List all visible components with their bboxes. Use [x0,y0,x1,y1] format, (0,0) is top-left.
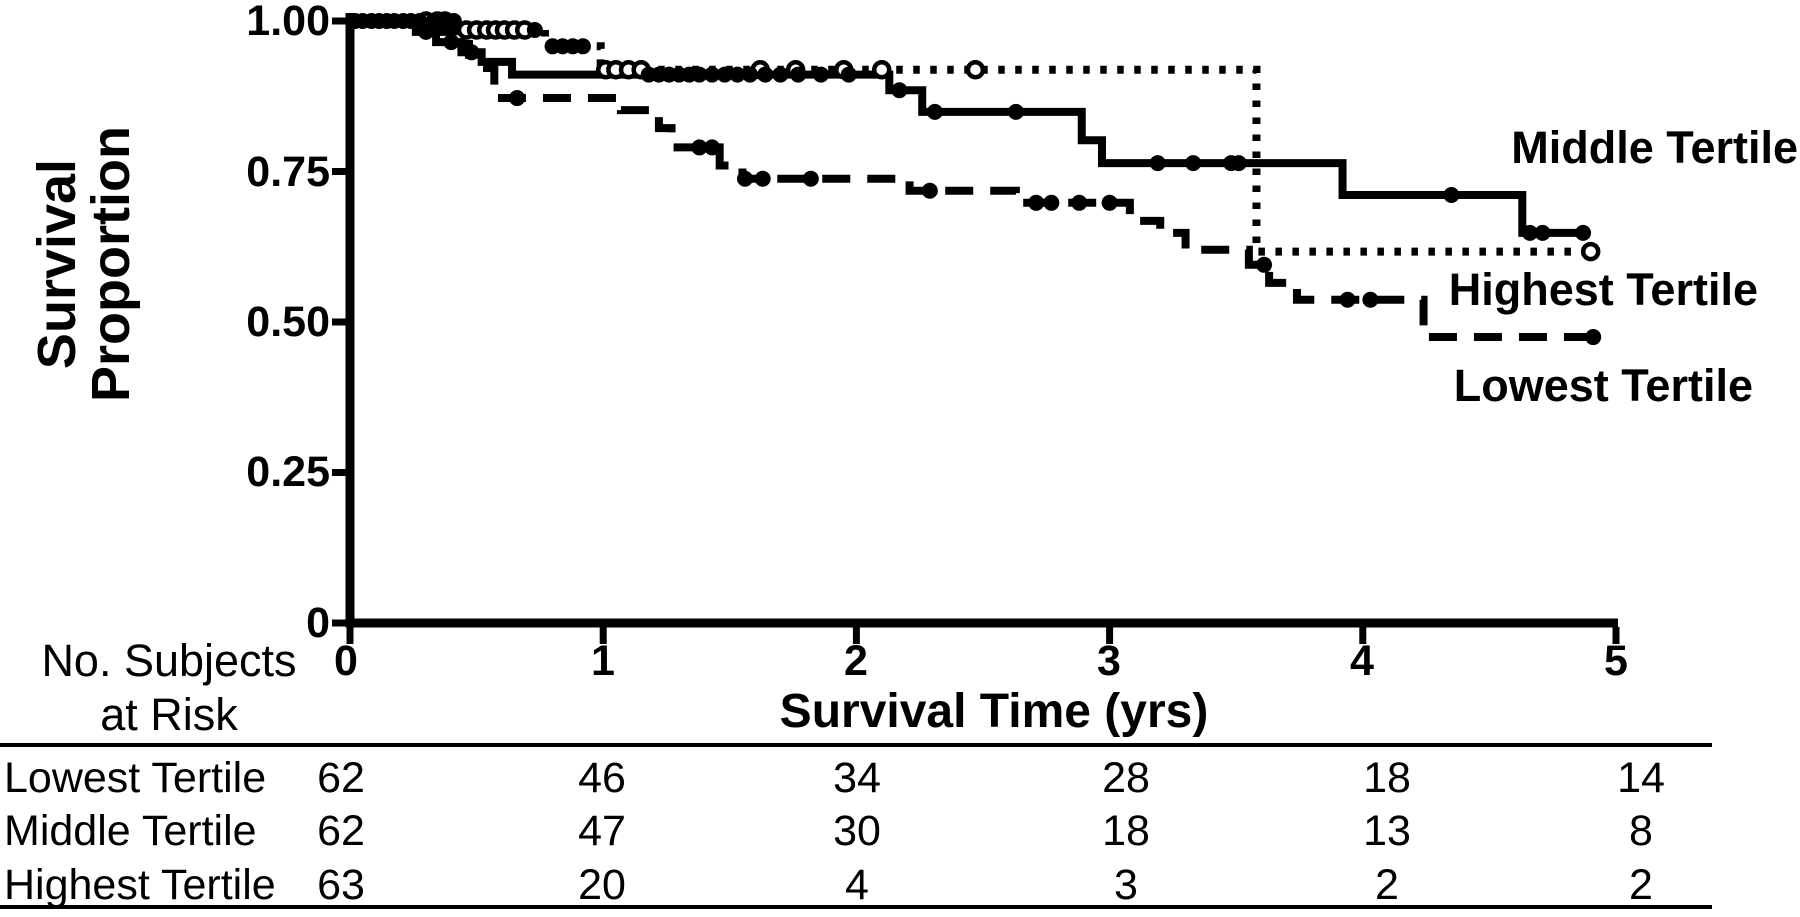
censor-mark-filled [729,66,746,83]
censor-mark-filled [812,66,829,83]
y-tick-label-1.00: 1.00 [246,0,330,45]
risk-row-label-highest: Highest Tertile [4,861,276,909]
risk-table-top-rule [0,743,1712,747]
x-tick-label-2: 2 [844,637,868,685]
risk-table-title-line1: No. Subjects [41,635,297,686]
censor-mark-filled [742,66,759,83]
risk-cell: 63 [317,861,365,909]
censor-mark-filled [757,66,774,83]
risk-cell: 18 [1363,754,1411,802]
x-tick-label-0: 0 [334,637,358,685]
risk-cell: 30 [833,807,881,855]
curve-middle-tertile [350,17,1584,237]
censor-mark-filled [1339,291,1356,308]
censor-mark-filled [1185,155,1202,172]
risk-cell: 3 [1114,861,1138,909]
risk-row-label-lowest: Lowest Tertile [4,754,267,802]
curve-label-lowest-tertile: Lowest Tertile [1453,360,1753,411]
censor-mark-filled [1534,224,1551,241]
censor-mark-filled [1443,186,1460,203]
censor-mark-filled [1585,329,1602,346]
censor-mark-filled [691,66,708,83]
curve-highest-tertile [350,17,1591,256]
y-tick-label-0.25: 0.25 [246,448,330,496]
risk-cell: 46 [578,754,626,802]
risk-cell: 18 [1102,807,1150,855]
censor-mark-filled [790,66,807,83]
censor-mark-filled [716,66,733,83]
censor-mark-filled [463,44,480,61]
curve-label-highest-tertile: Highest Tertile [1448,264,1758,315]
x-tick-label-4: 4 [1350,637,1374,685]
censor-mark-filled [443,34,460,51]
censor-mark-filled [1028,194,1045,211]
risk-row-label-middle: Middle Tertile [4,807,257,855]
censor-mark-filled [754,170,771,187]
censor-mark-filled [1149,155,1166,172]
x-tick-label-5: 5 [1604,637,1628,685]
censor-mark-filled [772,66,789,83]
censor-mark-filled [704,139,721,156]
risk-cell: 4 [845,861,869,909]
censor-mark-filled [1230,155,1247,172]
curve-label-middle-tertile: Middle Tertile [1511,122,1798,173]
censor-mark-filled [445,13,462,29]
risk-cell: 2 [1629,861,1653,909]
censor-mark-filled [1362,291,1379,308]
risk-cell: 20 [578,861,626,909]
risk-cell: 62 [317,807,365,855]
y-tick-label-0.75: 0.75 [246,148,330,196]
risk-table-bottom-rule [0,905,1712,909]
x-tick-label-1: 1 [591,637,615,685]
censor-mark-filled [509,90,526,107]
censor-mark-filled [704,66,721,83]
y-tick-label-0.50: 0.50 [246,298,330,346]
censor-mark-filled [802,170,819,187]
censor-mark-filled [1007,103,1024,120]
risk-cell: 47 [578,807,626,855]
censor-mark-filled [921,182,938,199]
censor-mark-filled [1575,224,1592,241]
censor-mark-filled [1071,194,1088,211]
censor-mark-open [965,60,986,80]
censor-mark-filled [417,23,434,40]
censor-mark-filled [691,139,708,156]
y-axis-title: Survival Proportion [27,126,141,402]
censor-mark-filled [736,170,753,187]
censor-mark-filled [891,82,908,99]
censor-mark-filled [926,103,943,120]
censor-mark-filled [526,22,543,39]
censor-mark-open [1580,241,1601,262]
censor-mark-filled [574,38,591,55]
censor-mark-filled [1521,224,1538,241]
censor-mark-open [871,60,892,80]
x-axis-title: Survival Time (yrs) [779,685,1209,738]
risk-cell: 28 [1102,754,1150,802]
censor-mark-filled [1101,194,1118,211]
risk-cell: 62 [317,754,365,802]
risk-cell: 34 [833,754,881,802]
risk-cell: 14 [1617,754,1665,802]
risk-cell: 13 [1363,807,1411,855]
y-tick-label-0: 0 [306,599,330,647]
risk-cell: 2 [1375,861,1399,909]
censor-mark-filled [1043,194,1060,211]
risk-cell: 8 [1629,807,1653,855]
censor-mark-filled [840,66,857,83]
censor-mark-filled [1256,256,1273,273]
risk-table-title-line2: at Risk [100,689,238,740]
x-tick-label-3: 3 [1097,637,1121,685]
